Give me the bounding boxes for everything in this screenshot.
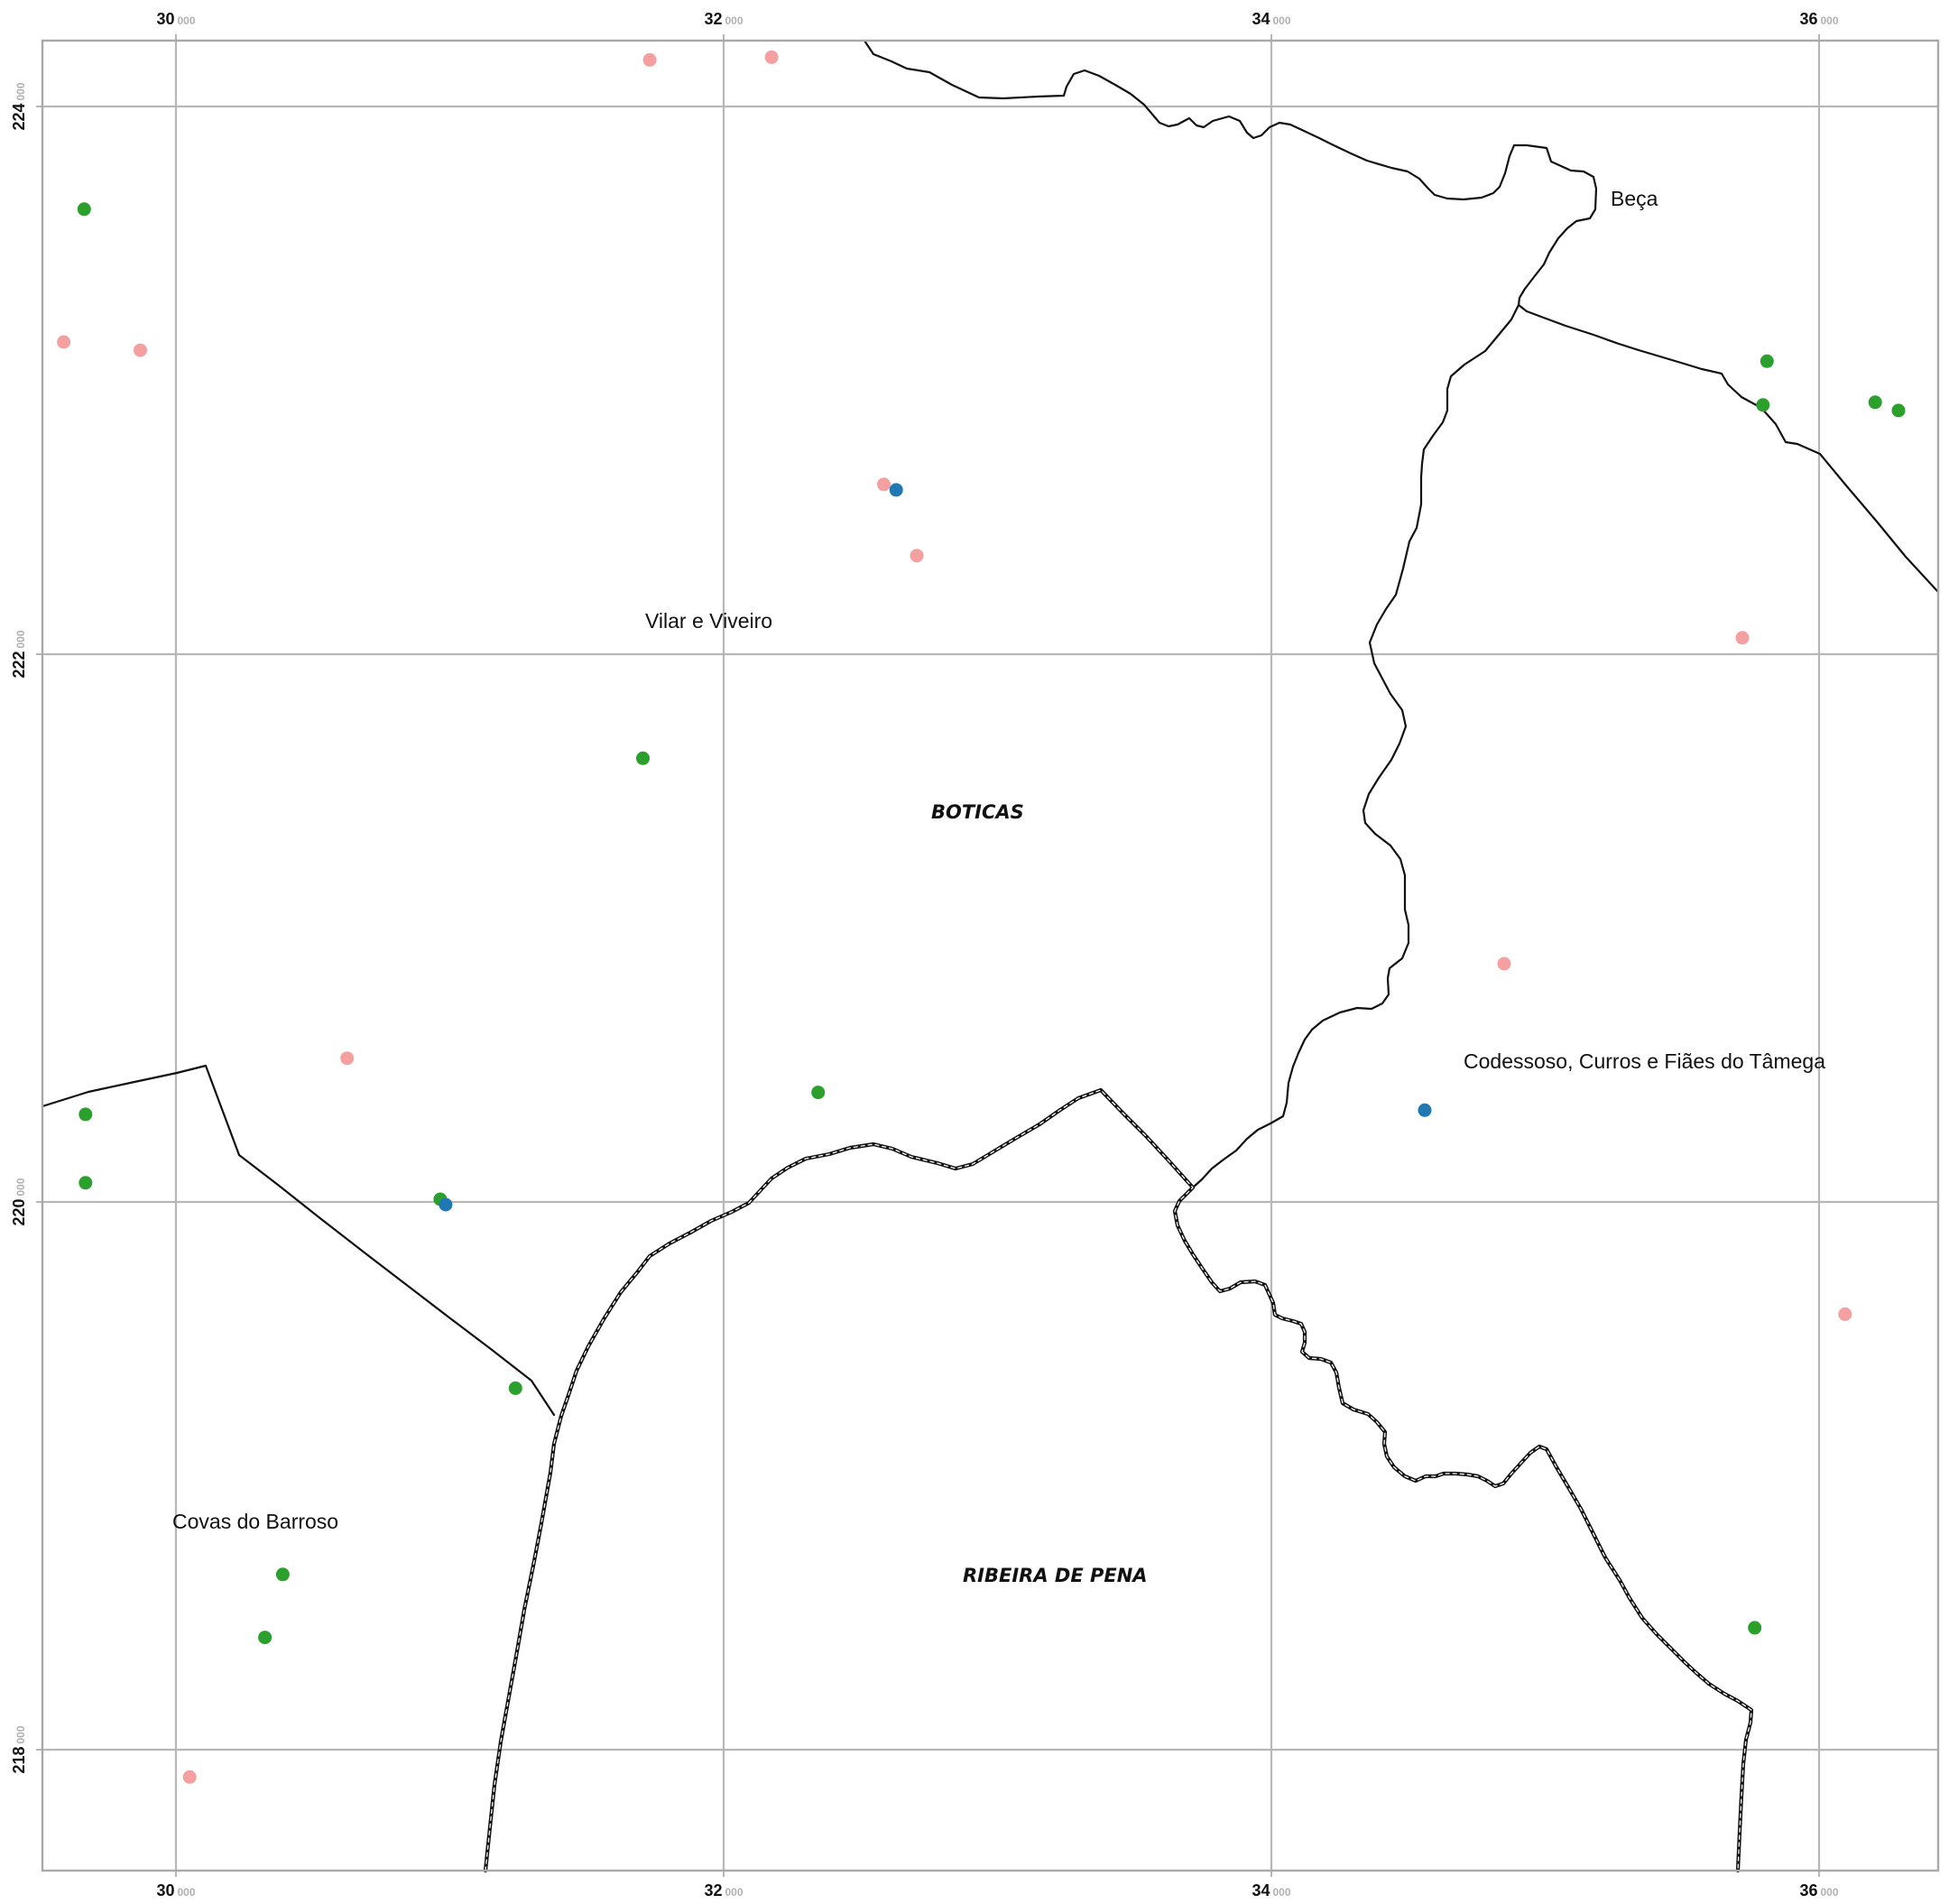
map-point xyxy=(57,335,71,349)
bottom-x-label-32000-sub: 000 xyxy=(725,1886,744,1899)
coordinate-labels: 30 000 32 000 34 000 36 000 30 000 32 000 34 00… xyxy=(10,10,1839,1899)
municipal-boundary-dash xyxy=(485,1089,1752,1872)
top-x-label-32000: 32 000 xyxy=(704,10,743,28)
covas-boundary xyxy=(41,1064,556,1417)
map-point xyxy=(877,477,891,492)
left-y-label-218000-main: 218 xyxy=(10,1746,28,1773)
top-x-label-36000-main: 36 xyxy=(1799,10,1817,28)
map-point xyxy=(811,1086,826,1100)
map-point xyxy=(258,1631,272,1645)
top-x-label-30000-main: 30 xyxy=(156,10,174,28)
parish-label-vilar-e-viveiro: Vilar e Viveiro xyxy=(645,609,772,633)
bottom-x-label-36000-main: 36 xyxy=(1799,1881,1817,1899)
bottom-x-label-36000-sub: 000 xyxy=(1821,1886,1839,1899)
left-y-label-220000-main: 220 xyxy=(10,1198,28,1225)
top-x-label-36000-sub: 000 xyxy=(1821,14,1839,27)
top-x-label-30000: 30 000 xyxy=(156,10,195,28)
map-point xyxy=(642,52,657,67)
municipality-label-boticas: BOTICAS xyxy=(931,801,1024,823)
bottom-x-label-30000-sub: 000 xyxy=(178,1886,196,1899)
map-point xyxy=(439,1197,453,1212)
bottom-x-label-30000: 30 000 xyxy=(156,1881,195,1899)
left-y-label-224000: 224000 xyxy=(10,82,28,130)
bottom-x-label-34000: 34 000 xyxy=(1252,1881,1290,1899)
top-x-label-34000-sub: 000 xyxy=(1273,14,1291,27)
map-point xyxy=(1735,631,1750,645)
top-x-label-32000-sub: 000 xyxy=(725,14,744,27)
left-y-label-218000: 218000 xyxy=(10,1725,28,1773)
bottom-x-label-30000-main: 30 xyxy=(156,1881,174,1899)
top-x-label-34000: 34 000 xyxy=(1252,10,1290,28)
beca-east-boundary xyxy=(1517,303,1940,594)
left-y-label-222000: 222000 xyxy=(10,630,28,678)
map-point xyxy=(182,1770,197,1784)
parish-label-covas-do-barroso: Covas do Barroso xyxy=(172,1510,338,1533)
map-point xyxy=(1497,957,1511,971)
map-point xyxy=(77,202,91,217)
parish-label-codessoso-curros-e-fiaes-do-tamega: Codessoso, Curros e Fiães do Tâmega xyxy=(1464,1049,1825,1073)
left-y-label-218000-sub: 000 xyxy=(14,1725,27,1743)
left-y-label-224000-sub: 000 xyxy=(14,82,27,100)
left-y-label-222000-main: 222 xyxy=(10,651,28,678)
grid-lines xyxy=(36,34,1938,1877)
map-point xyxy=(134,343,147,357)
map-point xyxy=(275,1567,290,1582)
map-point xyxy=(79,1176,93,1190)
left-y-label-220000: 220000 xyxy=(10,1178,28,1225)
map-point xyxy=(1838,1307,1852,1321)
left-y-label-224000-main: 224 xyxy=(10,103,28,130)
points-layer xyxy=(57,50,1906,1784)
top-x-label-30000-sub: 000 xyxy=(178,14,196,27)
map-point xyxy=(1760,354,1774,368)
beca-boundary xyxy=(863,39,1598,307)
map-point xyxy=(889,483,903,497)
map-point xyxy=(340,1051,355,1066)
map-frame xyxy=(41,39,1940,1872)
map-point xyxy=(764,50,779,64)
map-point xyxy=(1868,395,1882,410)
bottom-x-label-34000-sub: 000 xyxy=(1273,1886,1291,1899)
top-x-label-36000: 36 000 xyxy=(1799,10,1838,28)
map-point xyxy=(1748,1621,1762,1635)
map-point xyxy=(1418,1103,1432,1117)
top-x-label-32000-main: 32 xyxy=(704,10,722,28)
labels-layer: Beça Vilar e Viveiro Codessoso, Curros e… xyxy=(172,187,1825,1586)
vilar-codessoso-boundary xyxy=(1191,303,1520,1189)
parish-label-beca: Beça xyxy=(1611,187,1658,210)
bottom-x-label-34000-main: 34 xyxy=(1252,1881,1270,1899)
map-point xyxy=(508,1381,522,1395)
top-x-label-34000-main: 34 xyxy=(1252,10,1270,28)
left-y-label-220000-sub: 000 xyxy=(14,1178,27,1196)
map-point xyxy=(79,1107,93,1122)
bottom-x-label-32000-main: 32 xyxy=(704,1881,722,1899)
municipality-label-ribeira-de-pena: RIBEIRA DE PENA xyxy=(963,1565,1148,1586)
left-y-label-222000-sub: 000 xyxy=(14,630,27,648)
map-boundaries xyxy=(41,39,1940,1873)
map-point xyxy=(1891,403,1906,418)
map-point xyxy=(1756,398,1770,412)
bottom-x-label-32000: 32 000 xyxy=(704,1881,743,1899)
bottom-x-label-36000: 36 000 xyxy=(1799,1881,1838,1899)
map-point xyxy=(636,751,650,765)
map-point xyxy=(910,549,924,563)
